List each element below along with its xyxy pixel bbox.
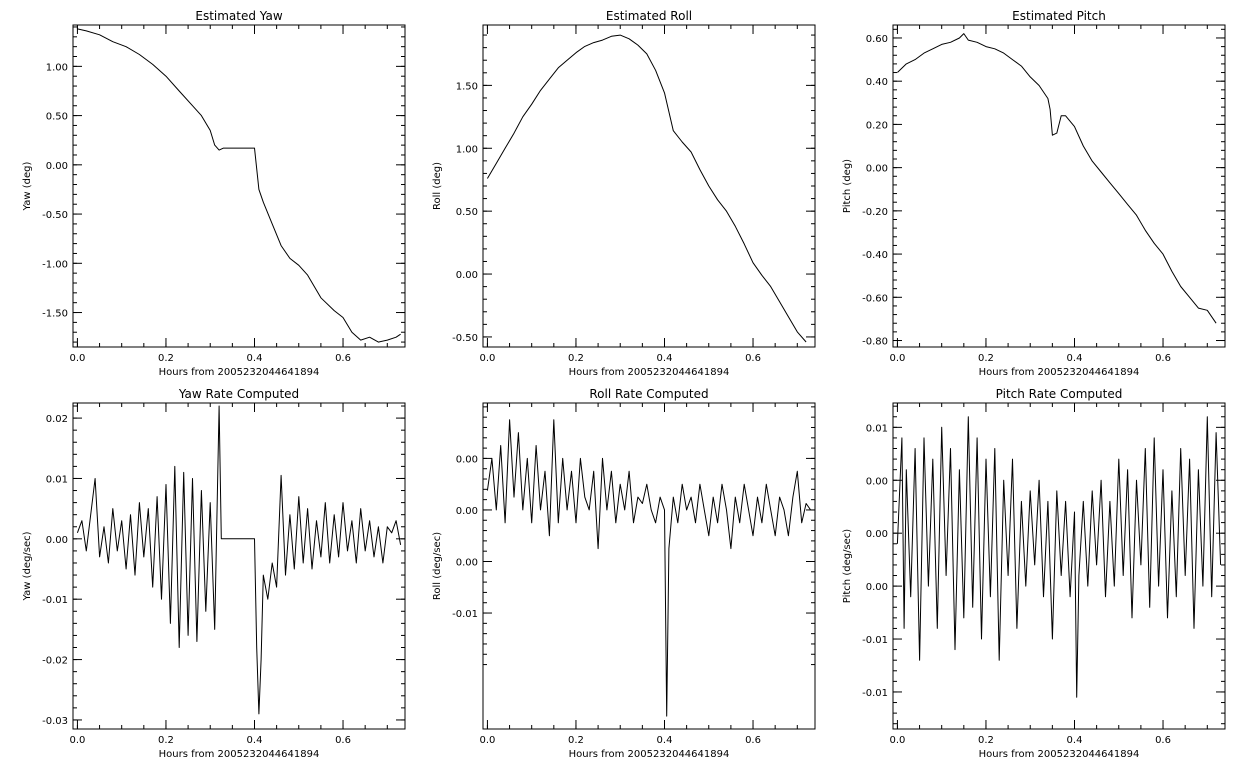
x-tick-label: 0.0 bbox=[479, 735, 495, 746]
y-tick-label: -0.80 bbox=[862, 337, 888, 348]
y-tick-label: 0.01 bbox=[46, 474, 68, 485]
y-tick-label: 0.00 bbox=[866, 476, 888, 487]
chart-panel-1: Estimated Yaw Hours from 2005232044641894… bbox=[22, 9, 406, 378]
y-tick-label: -0.02 bbox=[42, 656, 68, 667]
series-line bbox=[77, 28, 401, 343]
x-axis-label: Hours from 2005232044641894 bbox=[159, 749, 320, 760]
y-tick-label: 0.00 bbox=[866, 582, 888, 593]
x-tick-label: 0.4 bbox=[247, 735, 263, 746]
y-tick-label: 0.00 bbox=[866, 164, 888, 175]
y-tick-label: -0.01 bbox=[862, 635, 888, 646]
y-tick-label: -0.50 bbox=[42, 210, 68, 221]
chart-panel-5: Roll Rate Computed Hours from 20052320446… bbox=[432, 387, 816, 760]
x-tick-label: 0.6 bbox=[1155, 353, 1171, 364]
x-axis-label: Hours from 2005232044641894 bbox=[979, 749, 1140, 760]
plot-frame bbox=[72, 24, 406, 348]
y-tick-label: 0.00 bbox=[456, 454, 478, 465]
y-tick-label: 0.00 bbox=[456, 506, 478, 517]
y-tick-label: 0.00 bbox=[46, 535, 68, 546]
y-tick-label: -1.50 bbox=[42, 309, 68, 320]
chart-panel-3: Estimated Pitch Hours from 20052320446418… bbox=[842, 9, 1226, 378]
x-tick-label: 0.2 bbox=[978, 353, 994, 364]
y-axis-label: Pitch (deg) bbox=[842, 159, 853, 213]
y-tick-label: -0.40 bbox=[862, 250, 888, 261]
x-tick-label: 0.6 bbox=[745, 735, 761, 746]
x-tick-label: 0.6 bbox=[1155, 735, 1171, 746]
y-tick-label: -0.01 bbox=[452, 609, 478, 620]
x-tick-label: 0.4 bbox=[1067, 735, 1083, 746]
x-tick-label: 0.2 bbox=[158, 735, 174, 746]
y-tick-label: 0.00 bbox=[456, 557, 478, 568]
chart-panel-4: Yaw Rate Computed Hours from 200523204464… bbox=[22, 387, 406, 760]
y-tick-label: 0.20 bbox=[866, 120, 888, 131]
x-tick-label: 0.2 bbox=[978, 735, 994, 746]
y-tick-label: -1.00 bbox=[42, 259, 68, 270]
series-line bbox=[76, 405, 402, 715]
x-tick-label: 0.0 bbox=[69, 735, 85, 746]
chart-title: Estimated Roll bbox=[606, 9, 692, 23]
y-tick-label: 0.00 bbox=[866, 529, 888, 540]
y-tick-label: -0.20 bbox=[862, 207, 888, 218]
y-axis-label: Pitch (deg/sec) bbox=[842, 529, 853, 604]
y-tick-label: 0.60 bbox=[866, 34, 888, 45]
series-line bbox=[486, 34, 807, 343]
y-tick-label: 0.40 bbox=[866, 77, 888, 88]
x-tick-label: 0.2 bbox=[568, 353, 584, 364]
x-tick-label: 0.4 bbox=[657, 735, 673, 746]
x-tick-label: 0.0 bbox=[889, 353, 905, 364]
series-line bbox=[897, 33, 1217, 324]
x-tick-label: 0.6 bbox=[745, 353, 761, 364]
y-tick-label: -0.01 bbox=[42, 595, 68, 606]
plot-frame bbox=[482, 402, 816, 730]
y-tick-label: -0.01 bbox=[862, 688, 888, 699]
plot-frame bbox=[892, 402, 1226, 730]
plot-frame bbox=[892, 24, 1226, 348]
y-tick-label: 1.00 bbox=[456, 144, 478, 155]
x-tick-label: 0.6 bbox=[335, 735, 351, 746]
y-axis-label: Roll (deg/sec) bbox=[432, 532, 443, 600]
y-tick-label: 0.00 bbox=[46, 161, 68, 172]
chart-title: Estimated Yaw bbox=[195, 9, 282, 23]
chart-title: Pitch Rate Computed bbox=[996, 387, 1123, 401]
chart-title: Estimated Pitch bbox=[1012, 9, 1106, 23]
y-tick-label: -0.50 bbox=[452, 333, 478, 344]
y-tick-label: -0.03 bbox=[42, 716, 68, 727]
y-tick-label: 1.50 bbox=[456, 81, 478, 92]
chart-panel-6: Pitch Rate Computed Hours from 2005232044… bbox=[842, 387, 1226, 760]
y-axis-label: Roll (deg) bbox=[432, 162, 443, 210]
x-axis-label: Hours from 2005232044641894 bbox=[979, 367, 1140, 378]
chart-panel-2: Estimated Roll Hours from 200523204464189… bbox=[432, 9, 816, 378]
y-tick-label: -0.60 bbox=[862, 293, 888, 304]
x-tick-label: 0.4 bbox=[1067, 353, 1083, 364]
x-tick-label: 0.0 bbox=[479, 353, 495, 364]
y-tick-label: 0.00 bbox=[456, 270, 478, 281]
y-tick-label: 0.50 bbox=[46, 112, 68, 123]
x-tick-label: 0.4 bbox=[247, 353, 263, 364]
series-line bbox=[896, 416, 1222, 698]
x-tick-label: 0.2 bbox=[568, 735, 584, 746]
x-tick-label: 0.0 bbox=[69, 353, 85, 364]
y-tick-label: 1.00 bbox=[46, 62, 68, 73]
chart-title: Roll Rate Computed bbox=[589, 387, 708, 401]
x-tick-label: 0.6 bbox=[335, 353, 351, 364]
x-tick-label: 0.2 bbox=[158, 353, 174, 364]
series-line bbox=[486, 419, 812, 717]
plot-frame bbox=[72, 402, 406, 730]
x-tick-label: 0.4 bbox=[657, 353, 673, 364]
y-tick-label: 0.50 bbox=[456, 207, 478, 218]
x-axis-label: Hours from 2005232044641894 bbox=[569, 749, 730, 760]
y-tick-label: 0.02 bbox=[46, 414, 68, 425]
x-axis-label: Hours from 2005232044641894 bbox=[569, 367, 730, 378]
y-axis-label: Yaw (deg/sec) bbox=[22, 531, 33, 601]
chart-title: Yaw Rate Computed bbox=[178, 387, 299, 401]
x-tick-label: 0.0 bbox=[889, 735, 905, 746]
y-axis-label: Yaw (deg) bbox=[22, 161, 33, 211]
x-axis-label: Hours from 2005232044641894 bbox=[159, 367, 320, 378]
y-tick-label: 0.01 bbox=[866, 423, 888, 434]
